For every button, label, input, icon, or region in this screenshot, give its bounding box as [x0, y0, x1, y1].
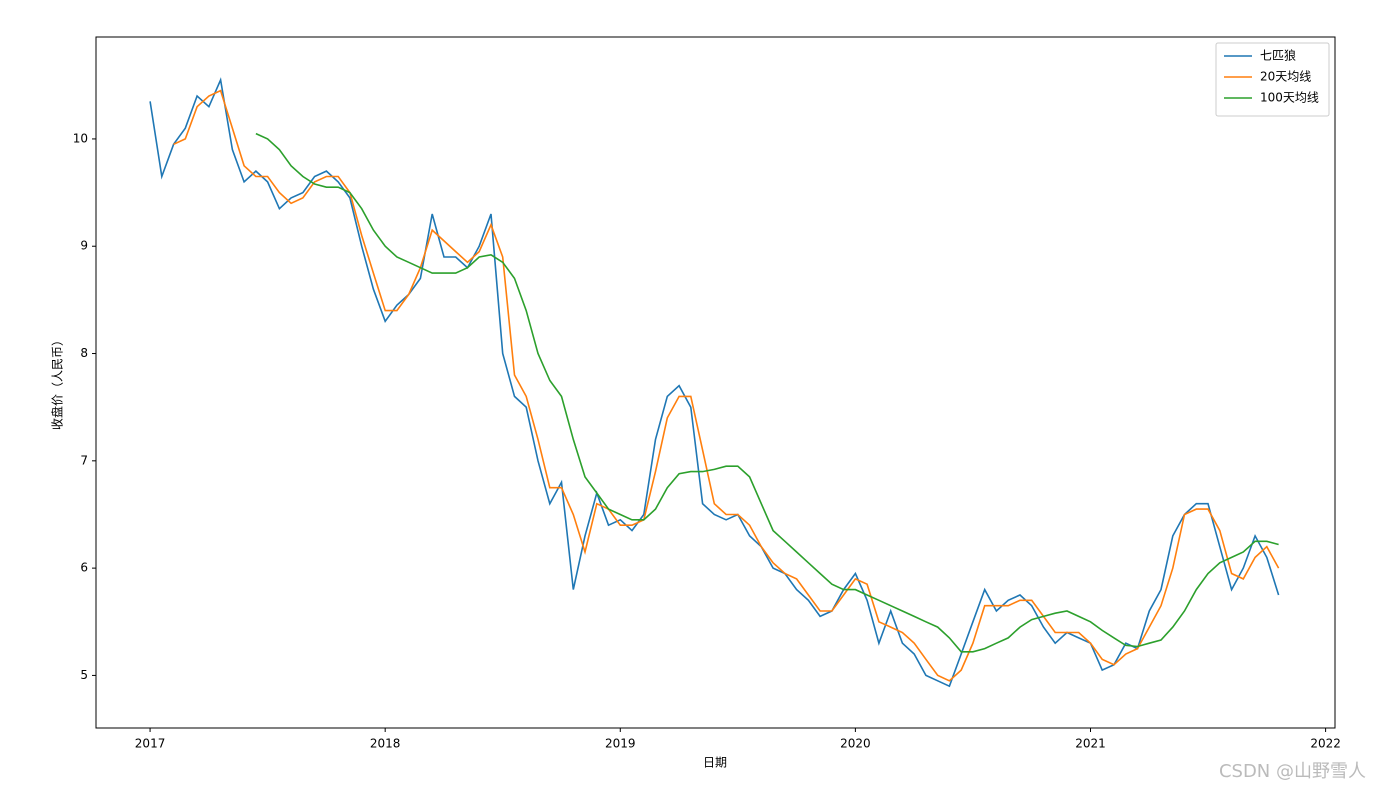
- x-tick-label: 2019: [605, 737, 636, 751]
- y-tick-label: 8: [80, 346, 88, 360]
- x-tick-label: 2021: [1075, 737, 1106, 751]
- legend-label: 七匹狼: [1260, 48, 1296, 63]
- y-tick-label: 9: [80, 239, 88, 253]
- y-tick-label: 10: [73, 131, 88, 145]
- y-tick-label: 7: [80, 453, 88, 467]
- legend-label: 20天均线: [1260, 70, 1311, 84]
- line-series: [255, 132, 1279, 653]
- line-series: [173, 89, 1280, 682]
- x-tick-label: 2018: [370, 737, 401, 751]
- x-tick-label: 2020: [840, 737, 871, 751]
- line-series: [149, 77, 1280, 688]
- x-tick-label: 2022: [1310, 737, 1341, 751]
- y-tick-label: 6: [80, 561, 88, 575]
- y-tick-label: 5: [80, 668, 88, 682]
- y-axis-label: 收盘价（人民币）: [50, 334, 65, 430]
- watermark: CSDN @山野雪人: [1219, 761, 1366, 782]
- x-axis-label: 日期: [703, 756, 727, 770]
- x-tick-label: 2017: [135, 737, 166, 751]
- plot-frame: [95, 36, 1336, 729]
- legend-label: 100天均线: [1260, 91, 1319, 105]
